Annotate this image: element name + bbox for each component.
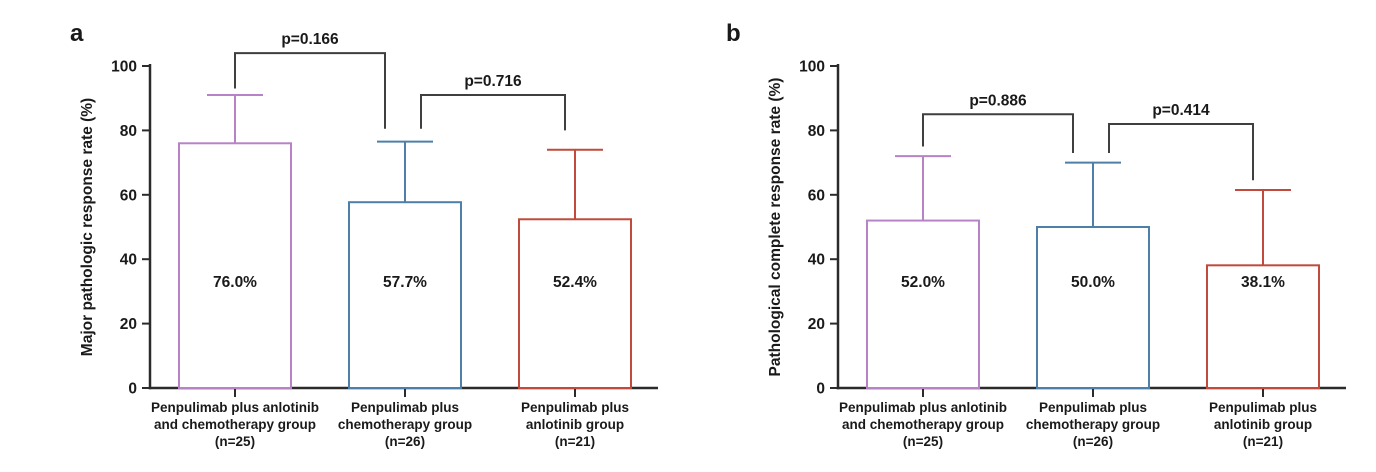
bar-value-label: 38.1% bbox=[1241, 274, 1285, 291]
bar bbox=[1206, 264, 1320, 389]
significance-bracket bbox=[420, 93, 566, 131]
bar bbox=[348, 201, 462, 389]
y-axis-title: Pathological complete response rate (%) bbox=[767, 78, 784, 377]
bar-value-label: 57.7% bbox=[383, 274, 427, 291]
bar bbox=[1036, 226, 1150, 389]
bar-value-label: 50.0% bbox=[1071, 274, 1115, 291]
significance-bracket bbox=[1108, 122, 1254, 181]
x-axis-category-label: anlotinib group bbox=[526, 417, 624, 432]
y-axis-tick-label: 40 bbox=[120, 252, 137, 269]
x-axis-category-label: Penpulimab plus bbox=[351, 400, 459, 415]
bar-value-label: 76.0% bbox=[213, 274, 257, 291]
y-axis-tick-label: 80 bbox=[808, 123, 825, 140]
bar bbox=[866, 219, 980, 389]
y-axis-tick-label: 60 bbox=[808, 187, 825, 204]
x-axis-category-label: and chemotherapy group bbox=[154, 417, 316, 432]
x-axis-category-label: chemotherapy group bbox=[338, 417, 472, 432]
x-axis-category-label: (n=21) bbox=[555, 434, 595, 449]
y-axis-tick-label: 20 bbox=[120, 316, 137, 333]
panel-b-bar-chart: 0 20 40 60 80 100 Pathological complete respon… bbox=[767, 59, 1346, 449]
panel-a: a 0 20 40 60 80 100 Major pathologic response … bbox=[70, 20, 658, 449]
x-axis-category-label: anlotinib group bbox=[1214, 417, 1312, 432]
bar-value-label: 52.0% bbox=[901, 274, 945, 291]
x-axis-category-label: and chemotherapy group bbox=[842, 417, 1004, 432]
x-axis-category-label: Penpulimab plus anlotinib bbox=[151, 400, 319, 415]
y-axis-tick-label: 60 bbox=[120, 187, 137, 204]
significance-bracket bbox=[922, 113, 1074, 153]
y-axis-tick-label: 0 bbox=[128, 381, 137, 398]
x-axis-category-label: (n=26) bbox=[1073, 434, 1113, 449]
x-axis-category-label: (n=26) bbox=[385, 434, 425, 449]
p-value-label: p=0.716 bbox=[464, 73, 522, 90]
x-axis-category-label: Penpulimab plus bbox=[1209, 400, 1317, 415]
x-axis-category-label: Penpulimab plus anlotinib bbox=[839, 400, 1007, 415]
y-axis-tick-label: 80 bbox=[120, 123, 137, 140]
p-value-label: p=0.886 bbox=[969, 92, 1027, 109]
panel-b-letter: b bbox=[726, 20, 741, 47]
y-axis-tick-label: 0 bbox=[816, 381, 825, 398]
panel-a-letter: a bbox=[70, 20, 84, 47]
p-value-label: p=0.414 bbox=[1152, 102, 1210, 119]
y-axis-title: Major pathologic response rate (%) bbox=[79, 98, 96, 356]
y-axis-tick-label: 100 bbox=[799, 59, 825, 76]
bar bbox=[518, 218, 632, 389]
x-axis-category-label: (n=21) bbox=[1243, 434, 1283, 449]
y-axis-tick-label: 100 bbox=[111, 59, 137, 76]
x-axis-category-label: Penpulimab plus bbox=[1039, 400, 1147, 415]
x-axis-category-label: Penpulimab plus bbox=[521, 400, 629, 415]
x-axis-category-label: chemotherapy group bbox=[1026, 417, 1160, 432]
bar-value-label: 52.4% bbox=[553, 274, 597, 291]
significance-bracket bbox=[234, 52, 386, 129]
y-axis-tick-label: 20 bbox=[808, 316, 825, 333]
bar bbox=[178, 142, 292, 389]
y-axis-tick-label: 40 bbox=[808, 252, 825, 269]
x-axis-category-label: (n=25) bbox=[903, 434, 943, 449]
x-axis-category-label: (n=25) bbox=[215, 434, 255, 449]
p-value-label: p=0.166 bbox=[281, 31, 339, 48]
panel-b: b 0 20 40 60 80 100 Pathological complete resp… bbox=[688, 0, 1376, 472]
chart-a-bar-chart: 0 20 40 60 80 100 Major pathologic response ra… bbox=[79, 31, 658, 449]
